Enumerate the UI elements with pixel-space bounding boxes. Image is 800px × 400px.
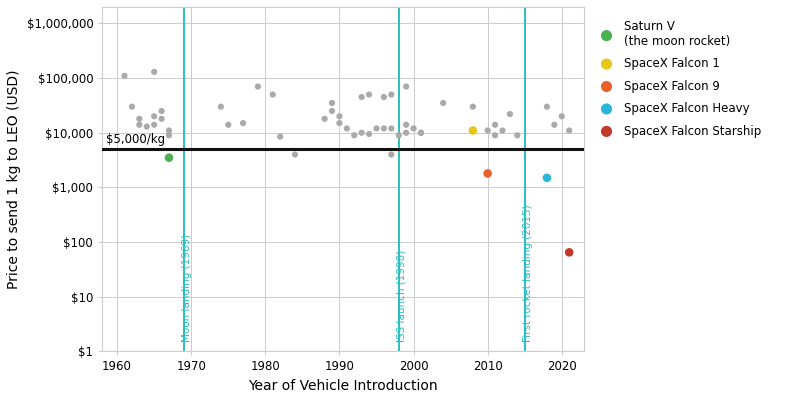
- Point: [237, 120, 250, 126]
- Point: [378, 94, 390, 100]
- Point: [378, 125, 390, 132]
- Point: [437, 100, 450, 106]
- SpaceX Falcon Heavy: [541, 175, 554, 181]
- Point: [503, 111, 516, 117]
- Point: [341, 125, 354, 132]
- Point: [118, 73, 131, 79]
- Point: [414, 130, 427, 136]
- Text: Moon landing (1969): Moon landing (1969): [182, 234, 192, 342]
- Point: [162, 127, 175, 134]
- Point: [333, 120, 346, 126]
- SpaceX Falcon Starship: [562, 249, 575, 256]
- Point: [489, 122, 502, 128]
- Text: ISS launch (1998): ISS launch (1998): [397, 250, 406, 342]
- Point: [148, 122, 161, 128]
- Point: [289, 151, 302, 158]
- Point: [562, 127, 575, 134]
- Point: [407, 125, 420, 132]
- Point: [414, 130, 427, 136]
- Point: [541, 104, 554, 110]
- Point: [400, 122, 413, 128]
- Point: [385, 151, 398, 158]
- Point: [148, 69, 161, 75]
- Point: [511, 132, 524, 138]
- Point: [214, 104, 227, 110]
- Point: [326, 100, 338, 106]
- Point: [326, 108, 338, 114]
- Point: [333, 113, 346, 120]
- Point: [466, 104, 479, 110]
- Point: [489, 132, 502, 138]
- Point: [133, 122, 146, 128]
- Point: [251, 83, 264, 90]
- X-axis label: Year of Vehicle Introduction: Year of Vehicle Introduction: [248, 379, 438, 393]
- Point: [318, 116, 331, 122]
- SpaceX Falcon 1: [466, 127, 479, 134]
- Point: [348, 132, 361, 138]
- Point: [400, 130, 413, 136]
- Legend: Saturn V
(the moon rocket), SpaceX Falcon 1, SpaceX Falcon 9, SpaceX Falcon Heav: Saturn V (the moon rocket), SpaceX Falco…: [594, 20, 762, 138]
- Text: First rocket landing (2015): First rocket landing (2015): [522, 204, 533, 342]
- Point: [274, 134, 286, 140]
- Point: [148, 113, 161, 120]
- Point: [400, 83, 413, 90]
- Point: [555, 113, 568, 120]
- Point: [162, 132, 175, 138]
- SpaceX Falcon 9: [482, 170, 494, 177]
- Point: [385, 125, 398, 132]
- Point: [140, 123, 153, 130]
- Point: [392, 132, 405, 138]
- Point: [482, 127, 494, 134]
- Point: [133, 116, 146, 122]
- Point: [266, 91, 279, 98]
- Point: [355, 94, 368, 100]
- Point: [126, 104, 138, 110]
- Point: [496, 127, 509, 134]
- Text: $5,000/kg: $5,000/kg: [106, 133, 165, 146]
- Point: [548, 122, 561, 128]
- Point: [385, 91, 398, 98]
- Point: [155, 108, 168, 114]
- Point: [362, 131, 375, 137]
- Point: [370, 125, 383, 132]
- Point: [155, 116, 168, 122]
- Point: [362, 91, 375, 98]
- Saturn V
(the moon rocket): [162, 154, 175, 161]
- Point: [222, 122, 234, 128]
- Y-axis label: Price to send 1 kg to LEO (USD): Price to send 1 kg to LEO (USD): [7, 70, 21, 289]
- Point: [355, 130, 368, 136]
